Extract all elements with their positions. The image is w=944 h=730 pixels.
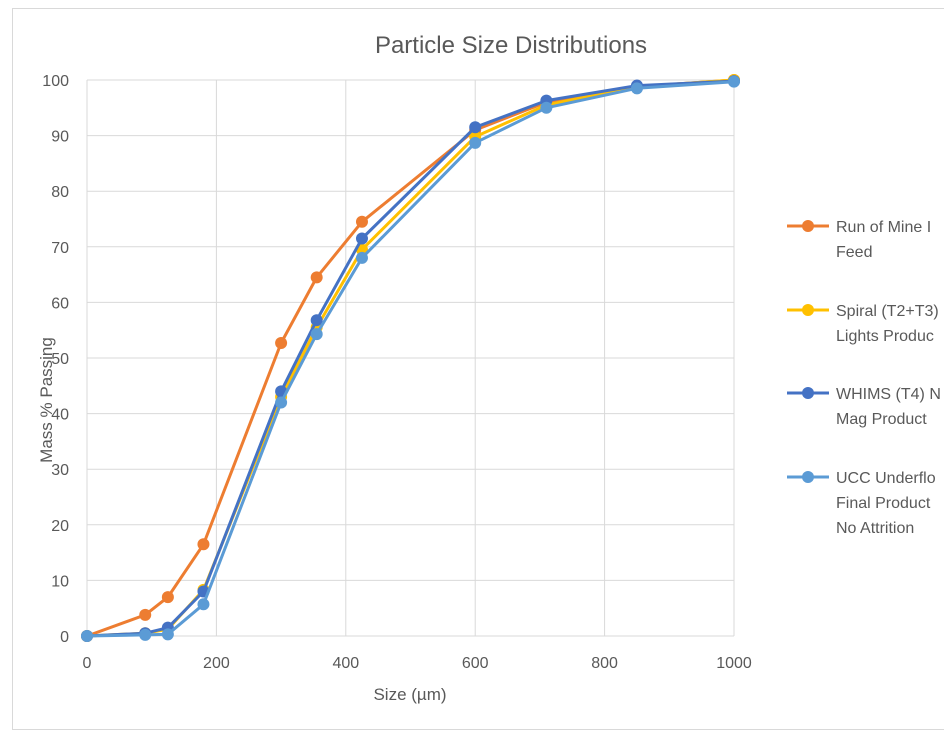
legend-entry-2: Spiral (T2+T3) Lights Produc [787, 303, 939, 345]
data-point [275, 336, 288, 349]
series-3 [81, 75, 740, 642]
legend-label: UCC Underflo [836, 470, 936, 487]
y-tick-label: 20 [51, 518, 69, 535]
data-point [310, 314, 323, 327]
legend-label: Run of Mine I [836, 219, 931, 236]
legend-marker [802, 471, 814, 483]
legend-label: Feed [836, 244, 872, 261]
data-point [469, 136, 482, 149]
y-axis-title: Mass % Passing [37, 337, 56, 463]
legend-entry-3: WHIMS (T4) N Mag Product [787, 386, 941, 428]
data-point [355, 215, 368, 228]
legend-entry-4: UCC Underflo Final Product No Attrition [787, 470, 936, 537]
legend-label: Lights Produc [836, 328, 934, 345]
y-tick-label: 70 [51, 240, 69, 257]
series-line [86, 80, 735, 638]
legend-label: WHIMS (T4) N [836, 386, 941, 403]
x-tick-label: 1000 [716, 655, 752, 672]
data-point [275, 396, 288, 409]
legend-label: Spiral (T2+T3) [836, 303, 939, 320]
legend: Run of Mine I Feed Spiral (T2+T3) Lights Pr… [787, 219, 941, 537]
y-tick-label: 10 [51, 573, 69, 590]
data-point [197, 598, 210, 611]
data-point [161, 628, 174, 641]
data-point [161, 591, 174, 604]
legend-marker [802, 220, 814, 232]
x-tick-label: 600 [462, 655, 489, 672]
data-point [355, 251, 368, 264]
y-tick-label: 0 [60, 629, 69, 646]
x-tick-label: 800 [591, 655, 618, 672]
data-point [139, 628, 152, 641]
legend-label: No Attrition [836, 520, 914, 537]
data-point [81, 630, 93, 642]
data-point [469, 121, 482, 134]
grid [86, 79, 735, 637]
y-tick-label: 50 [51, 351, 69, 368]
x-tick-label: 400 [332, 655, 359, 672]
y-tick-label: 80 [51, 184, 69, 201]
legend-label: Final Product [836, 495, 931, 512]
data-point [310, 271, 323, 284]
data-point [139, 608, 152, 621]
y-tick-label: 40 [51, 407, 69, 424]
series-layer [81, 74, 740, 642]
legend-label: Mag Product [836, 411, 927, 428]
y-tick-label: 30 [51, 462, 69, 479]
data-point [310, 328, 323, 341]
series-line [86, 79, 735, 638]
series-4 [81, 75, 740, 642]
x-axis-title: Size (µm) [373, 685, 446, 704]
particle-size-chart: Particle Size Distributions 0 10 20 30 40 50 6… [37, 32, 941, 704]
data-point [630, 82, 643, 95]
y-tick-label: 100 [42, 73, 69, 90]
legend-marker [802, 304, 814, 316]
x-tick-label: 200 [203, 655, 230, 672]
legend-marker [802, 387, 814, 399]
data-point [540, 101, 553, 114]
data-point [197, 538, 210, 551]
y-tick-label: 90 [51, 129, 69, 146]
data-point [355, 232, 368, 245]
chart-title: Particle Size Distributions [375, 32, 647, 59]
data-point [728, 75, 740, 88]
y-tick-label: 60 [51, 295, 69, 312]
legend-entry-1: Run of Mine I Feed [787, 219, 931, 261]
x-tick-label: 0 [83, 655, 92, 672]
